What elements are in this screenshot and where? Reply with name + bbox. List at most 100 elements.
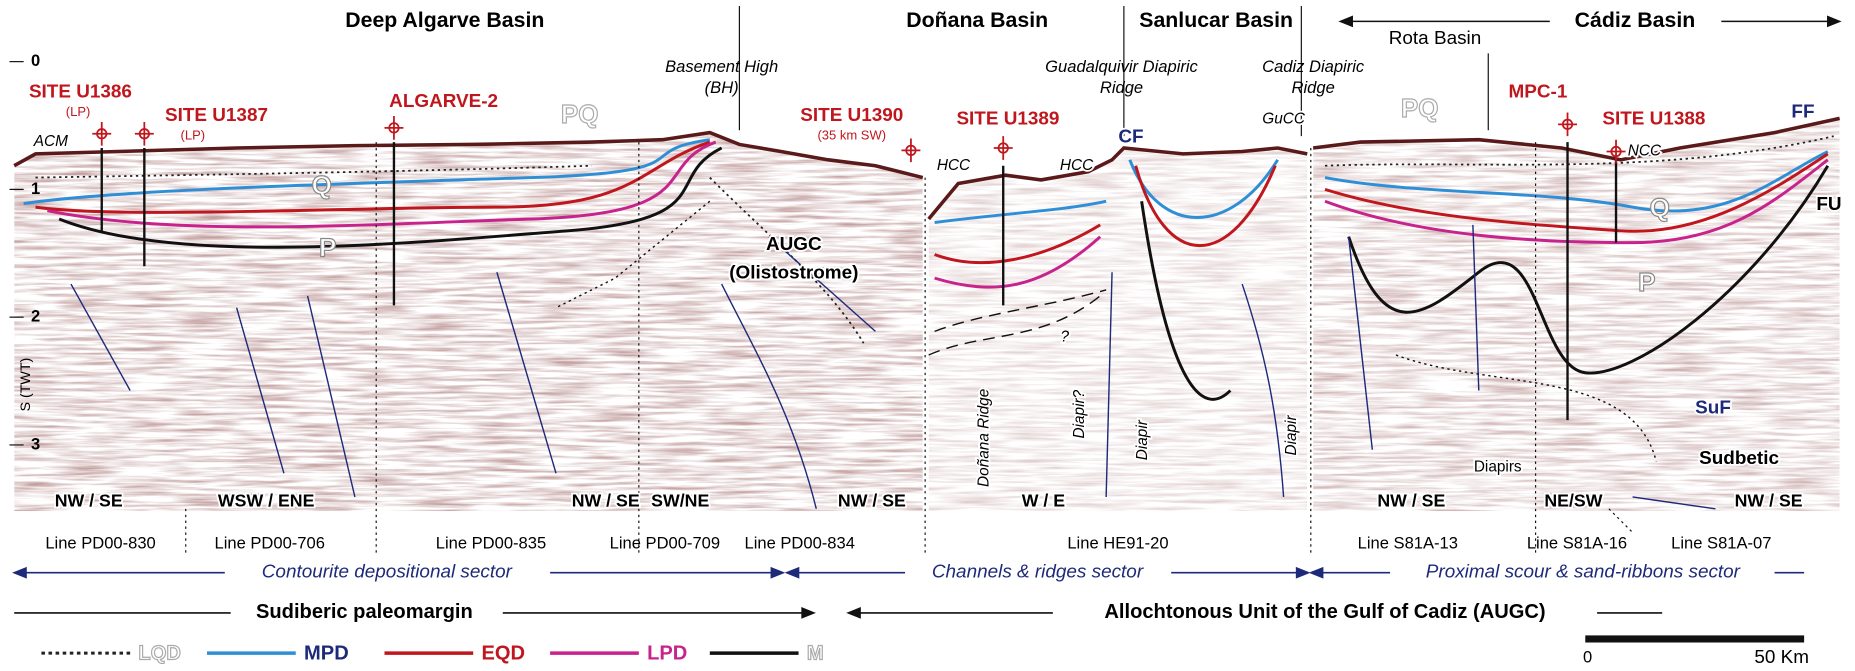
horizon [23,138,1829,224]
feature-label: CF [1118,126,1143,147]
feature-label: Diapirs [1474,458,1522,475]
line-name: Line PD00-830 [45,534,155,553]
site-marker [1558,112,1577,137]
line-name: Line HE91-20 [1067,534,1168,553]
orientation: WSW / ENE [218,490,315,510]
site-marker [993,136,1013,160]
site-marker [1606,139,1626,164]
panel [14,132,923,512]
basin-title: Sanlucar Basin [1139,8,1293,32]
labels: Deep Algarve Basin Doñana Basin Sanlucar B… [9,8,1843,668]
seafloor [13,116,1840,221]
scale-label: 50 Km [1754,647,1809,668]
site-note: (LP) [181,128,206,143]
feature-label: Q [1650,192,1670,222]
feature-label: Q [312,170,332,200]
orientation: NW / SE [55,490,123,510]
horizon [35,140,1829,265]
site-note: (35 km SW) [817,128,886,143]
line-name: Line S81A-13 [1358,534,1458,553]
site-name: SITE U1386 [29,81,132,102]
structure-label: Ridge [1100,78,1143,97]
sector-label: Contourite depositional sector [262,562,513,583]
feature-label: GuCC [1262,111,1306,128]
orientation: W / E [1022,490,1066,510]
fault [928,289,1107,356]
feature-label: Doñana Ridge [975,389,992,487]
horizon [47,140,1829,289]
structure-label: (BH) [705,78,739,97]
site-marker [901,138,921,163]
feature-label: FU [1816,194,1841,215]
arrows [12,15,1842,619]
structure-label: Ridge [1292,78,1335,97]
basin-title: Cádiz Basin [1575,8,1696,32]
basin-title: Rota Basin [1389,28,1481,49]
orientation: NW / SE [838,490,906,510]
tick-label: 0 [31,51,40,70]
feature-label: Diapir? [1071,389,1088,438]
legend-label: EQD [481,643,525,665]
site-note: (LP) [66,104,91,119]
line-name: Line PD00-835 [436,534,546,553]
site-name: ALGARVE-2 [389,91,498,112]
dividers [185,6,1634,557]
structure-label: Basement High [665,57,778,76]
site-name: MPC-1 [1509,81,1568,102]
margin-label: Allochtonous Unit of the Gulf of Cadiz (… [1104,601,1545,623]
orientation: NE/SW [1544,490,1602,510]
panel [928,147,1308,512]
boundary [555,200,1657,462]
tick-label: 3 [31,434,40,453]
feature-label: SuF [1695,397,1731,418]
site-name: SITE U1387 [165,105,268,126]
feature-label: HCC [1060,157,1094,174]
seismic-panels [13,116,1840,512]
site-name: SITE U1388 [1602,109,1705,130]
feature-label: FF [1791,101,1814,122]
site-marker [134,121,154,146]
feature-label: ? [1060,328,1069,345]
site-name: SITE U1389 [956,109,1059,130]
line-name: Line S81A-16 [1527,534,1627,553]
legend-label: MPD [304,643,349,665]
line-name: Line PD00-834 [745,534,855,553]
tick-label: 2 [31,307,40,326]
structure-label: Cadiz Diapiric [1262,57,1365,76]
line-name: Line S81A-07 [1671,534,1771,553]
basin-title: Deep Algarve Basin [345,8,544,32]
axis-label: S (TWT) [18,358,34,412]
feature-label: P [319,233,336,263]
feature-label: AUGC [766,234,822,255]
site-name: SITE U1390 [800,105,903,126]
feature-label: (Olistostrome) [729,262,858,283]
feature-label: NCC [1628,143,1662,160]
feature-label: Diapir [1134,419,1151,460]
scale-label: 0 [1583,647,1592,666]
feature-label: PQ [561,99,599,129]
boreholes [100,142,1618,421]
orientation: NW / SE [572,490,640,510]
basin-title: Doñana Basin [906,8,1048,32]
feature-label: HCC [937,157,971,174]
feature-label: PQ [1401,93,1439,123]
feature-label: Sudbetic [1699,448,1779,469]
faults [70,200,1716,510]
legend-label: LQD [138,643,180,665]
line-name: Line PD00-709 [610,534,720,553]
legend-label: LPD [647,643,687,665]
feature-label: ACM [33,133,68,150]
scale-bar [1585,635,1805,643]
orientation: NW / SE [1377,490,1445,510]
panel [1313,118,1840,512]
horizon [58,146,1830,401]
site-marker [92,121,112,146]
sector-label: Proximal scour & sand-ribbons sector [1426,562,1741,583]
structure-label: Guadalquivir Diapiric [1045,57,1198,76]
feature-label: Diapir [1283,415,1300,456]
margin-label: Sudiberic paleomargin [256,601,473,623]
orientation: SW/NE [651,490,709,510]
sector-label: Channels & ridges sector [932,562,1144,583]
fault [70,224,1716,510]
